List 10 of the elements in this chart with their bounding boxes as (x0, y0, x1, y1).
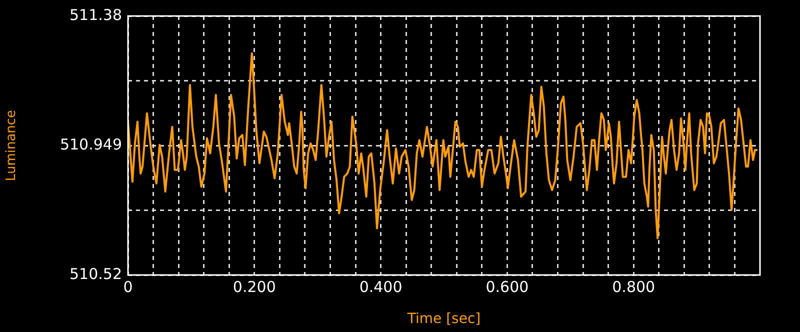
x-tick-label: 0 (123, 278, 133, 296)
y-tick-label: 510.52 (70, 264, 122, 283)
y-tick-label: 510.949 (60, 136, 122, 154)
x-axis-title: Time [sec] (406, 311, 481, 328)
x-tick-label: 0.400 (359, 278, 402, 296)
x-tick-label: 0.600 (486, 278, 529, 296)
x-tick-label: 0.200 (232, 278, 276, 296)
y-tick-label: 511.38 (70, 6, 122, 24)
y-axis-title: Luminance (4, 110, 20, 182)
x-tick-label: 0.800 (612, 278, 656, 296)
